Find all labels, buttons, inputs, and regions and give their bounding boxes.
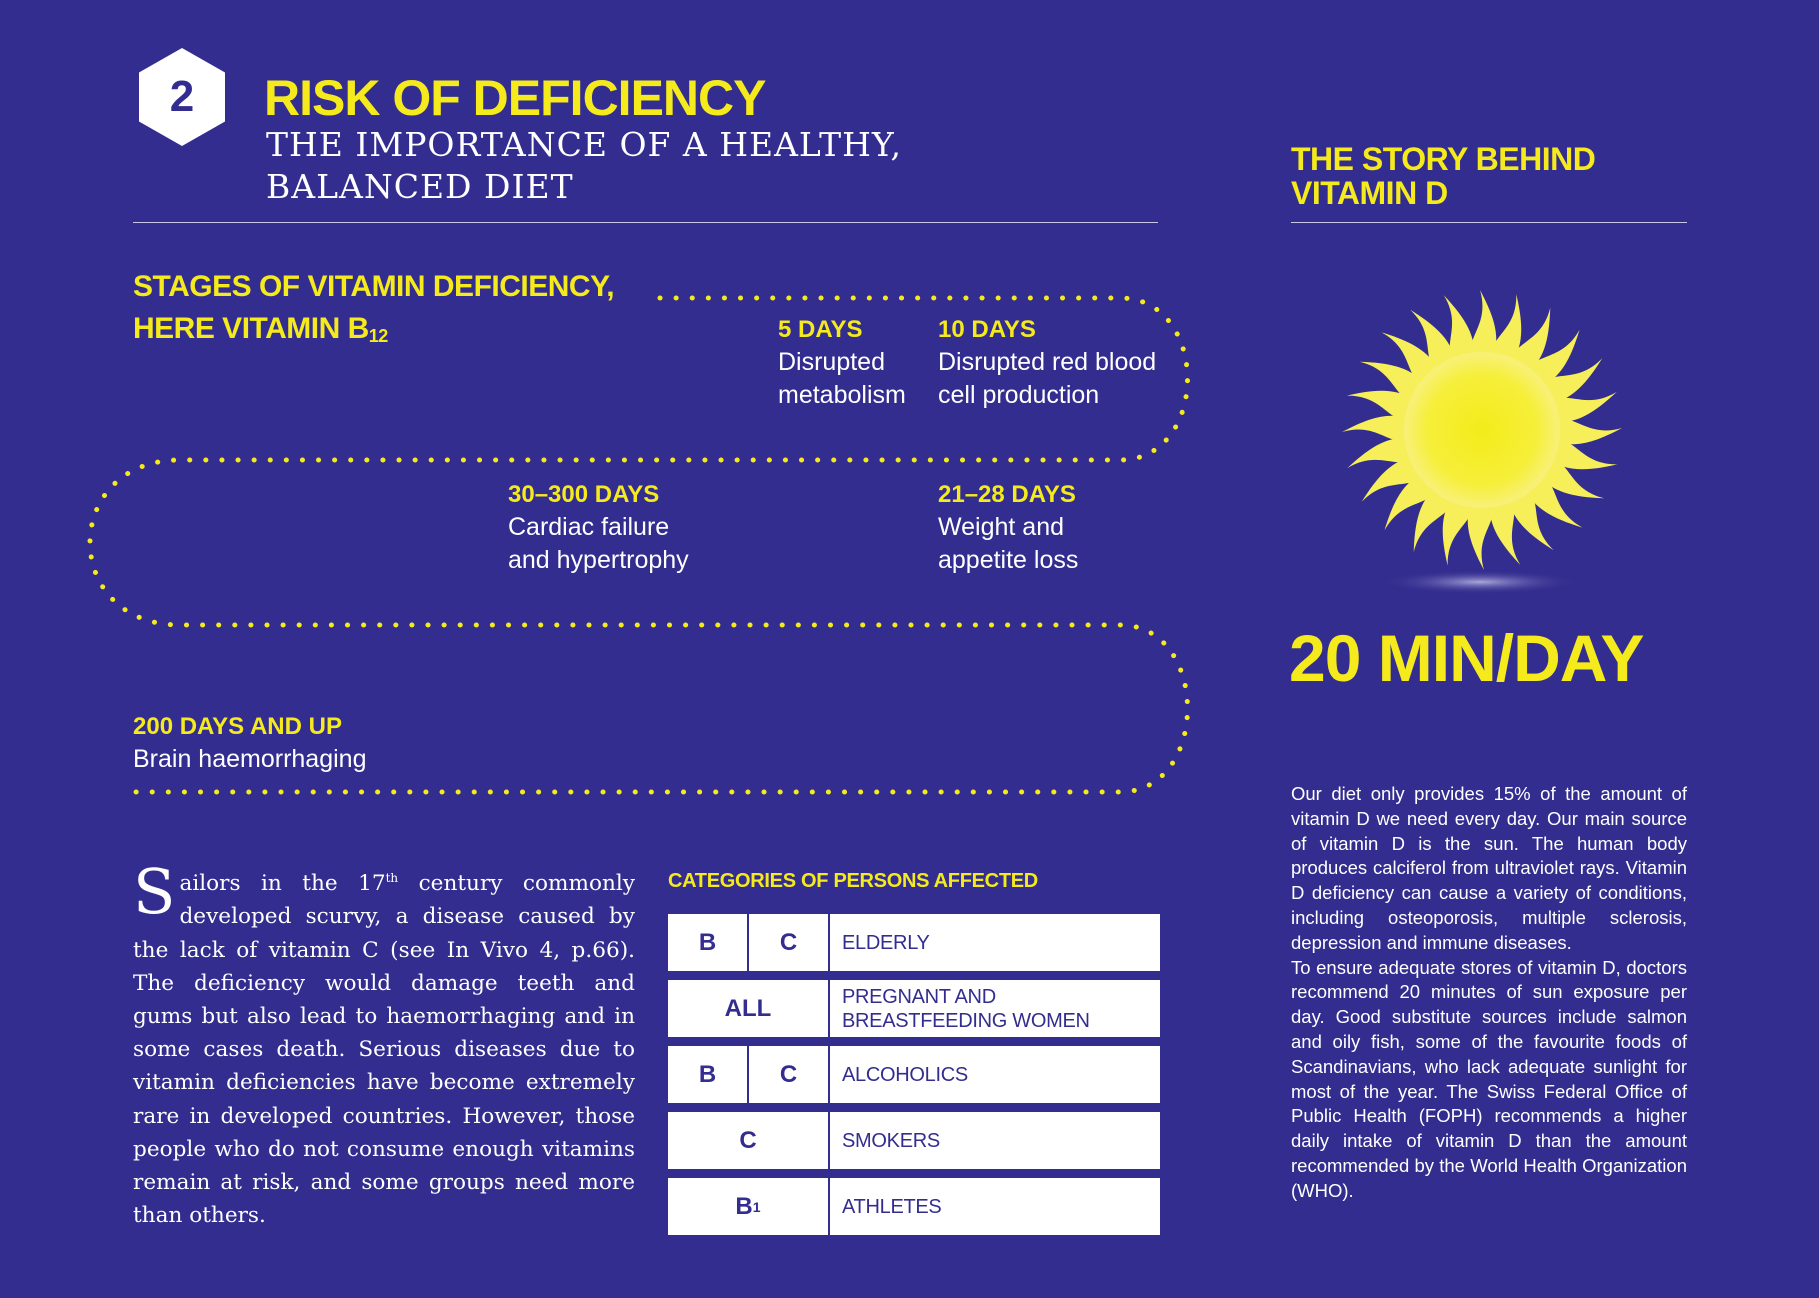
stage-30-300-days: 30–300 DAYS Cardiac failure and hypertro… — [508, 481, 689, 574]
stage-5-days: 5 DAYS Disrupted metabolism — [778, 316, 906, 409]
sidebar-body: Our diet only provides 15% of the amount… — [1291, 783, 1687, 1201]
header-divider — [133, 222, 1158, 223]
sun-ray — [1489, 494, 1521, 565]
timeline-dotted-path — [87, 295, 1190, 795]
sun-ray — [1552, 418, 1622, 445]
stage-10-days: 10 DAYS Disrupted red blood cell product… — [938, 316, 1157, 409]
sidebar-divider — [1291, 222, 1687, 223]
sidebar-title: THE STORY BEHIND VITAMIN D — [1291, 141, 1596, 211]
sun-ray — [1361, 455, 1427, 502]
sun-ray — [1467, 500, 1494, 570]
stage-200-days: 200 DAYS AND UP Brain haemorrhaging — [133, 713, 367, 773]
daily-sun-figure: 20 MIN/DAY — [1289, 621, 1644, 695]
page-subtitle: THE IMPORTANCE OF A HEALTHY, BALANCED DI… — [266, 125, 902, 206]
page-title: RISK OF DEFICIENCY — [264, 70, 766, 126]
sun-ray — [1470, 290, 1497, 360]
sun-ray — [1546, 437, 1618, 470]
categories-title: CATEGORIES OF PERSONS AFFECTED — [668, 870, 1038, 892]
sun-ray — [1523, 329, 1580, 389]
section-number-hexagon — [139, 48, 225, 146]
sun-ray — [1346, 390, 1418, 423]
sun-ray — [1537, 455, 1605, 499]
sun-ray — [1537, 358, 1603, 405]
sun-ray — [1489, 294, 1522, 366]
sun-ray — [1413, 485, 1457, 553]
sun-ray — [1507, 307, 1551, 375]
sun-ray — [1443, 295, 1475, 366]
sun-ray — [1507, 485, 1554, 551]
stages-title: STAGES OF VITAMIN DEFICIENCY, HERE VITAM… — [133, 270, 615, 346]
sun-ray — [1410, 309, 1457, 375]
drop-cap: S — [133, 855, 176, 928]
sun-ray — [1523, 471, 1583, 528]
category-row-pregnant: ALL PREGNANT AND BREASTFEEDING WOMEN — [668, 980, 1160, 1037]
stage-21-28-days: 21–28 DAYS Weight and appetite loss — [938, 481, 1079, 574]
sun-ray — [1359, 361, 1427, 405]
sun-icon — [1342, 290, 1622, 594]
sun-ray — [1381, 332, 1441, 389]
sun-ray — [1384, 471, 1441, 531]
sun-ray — [1442, 494, 1475, 566]
category-row-elderly: B C ELDERLY — [668, 914, 1160, 971]
category-row-smokers: C SMOKERS — [668, 1112, 1160, 1169]
sun-ray — [1347, 437, 1418, 469]
sun-ray — [1546, 391, 1617, 423]
sun-ray — [1342, 415, 1412, 442]
category-row-alcoholics: B C ALCOHOLICS — [668, 1046, 1160, 1103]
section-number: 2 — [169, 72, 195, 121]
